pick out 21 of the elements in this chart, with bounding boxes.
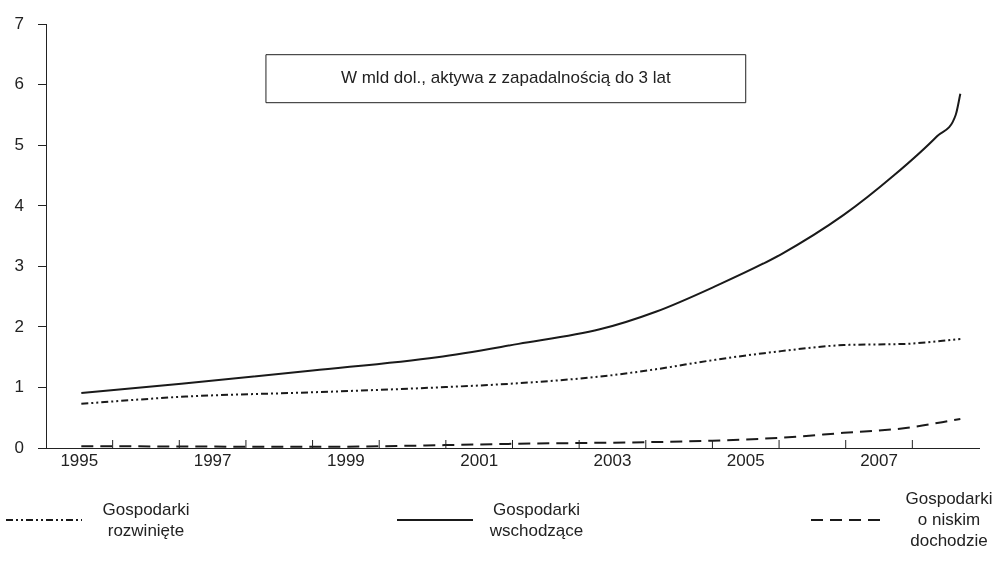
x-tick-label: 1995 xyxy=(60,450,99,470)
y-tick-label: 5 xyxy=(14,134,24,154)
line-series xyxy=(80,92,962,394)
legend-label: Gospodarki wschodzące xyxy=(488,498,585,541)
x-tick-label: 1999 xyxy=(326,450,365,470)
y-tick-label: 6 xyxy=(14,74,24,94)
line-series xyxy=(80,338,962,405)
x-tick-label: 2005 xyxy=(726,450,765,470)
legend-label: Gospodarki rozwinięte xyxy=(101,498,191,541)
y-tick-label: 0 xyxy=(14,437,24,457)
y-tick-label: 3 xyxy=(14,256,24,276)
x-tick-label: 1997 xyxy=(193,450,232,470)
x-tick-label: 2007 xyxy=(860,450,898,470)
y-tick-label: 7 xyxy=(14,13,24,33)
legend-label: Gospodarki o niskim dochodzie xyxy=(904,488,994,551)
text: W mld dol., aktywa z zapadalnością do 3 lat xyxy=(340,68,671,88)
y-tick-label: 4 xyxy=(14,195,24,215)
y-tick-label: 1 xyxy=(14,377,24,397)
y-tick-label: 2 xyxy=(14,316,24,336)
x-tick-label: 2003 xyxy=(593,450,632,470)
x-tick-label: 2001 xyxy=(460,450,499,470)
